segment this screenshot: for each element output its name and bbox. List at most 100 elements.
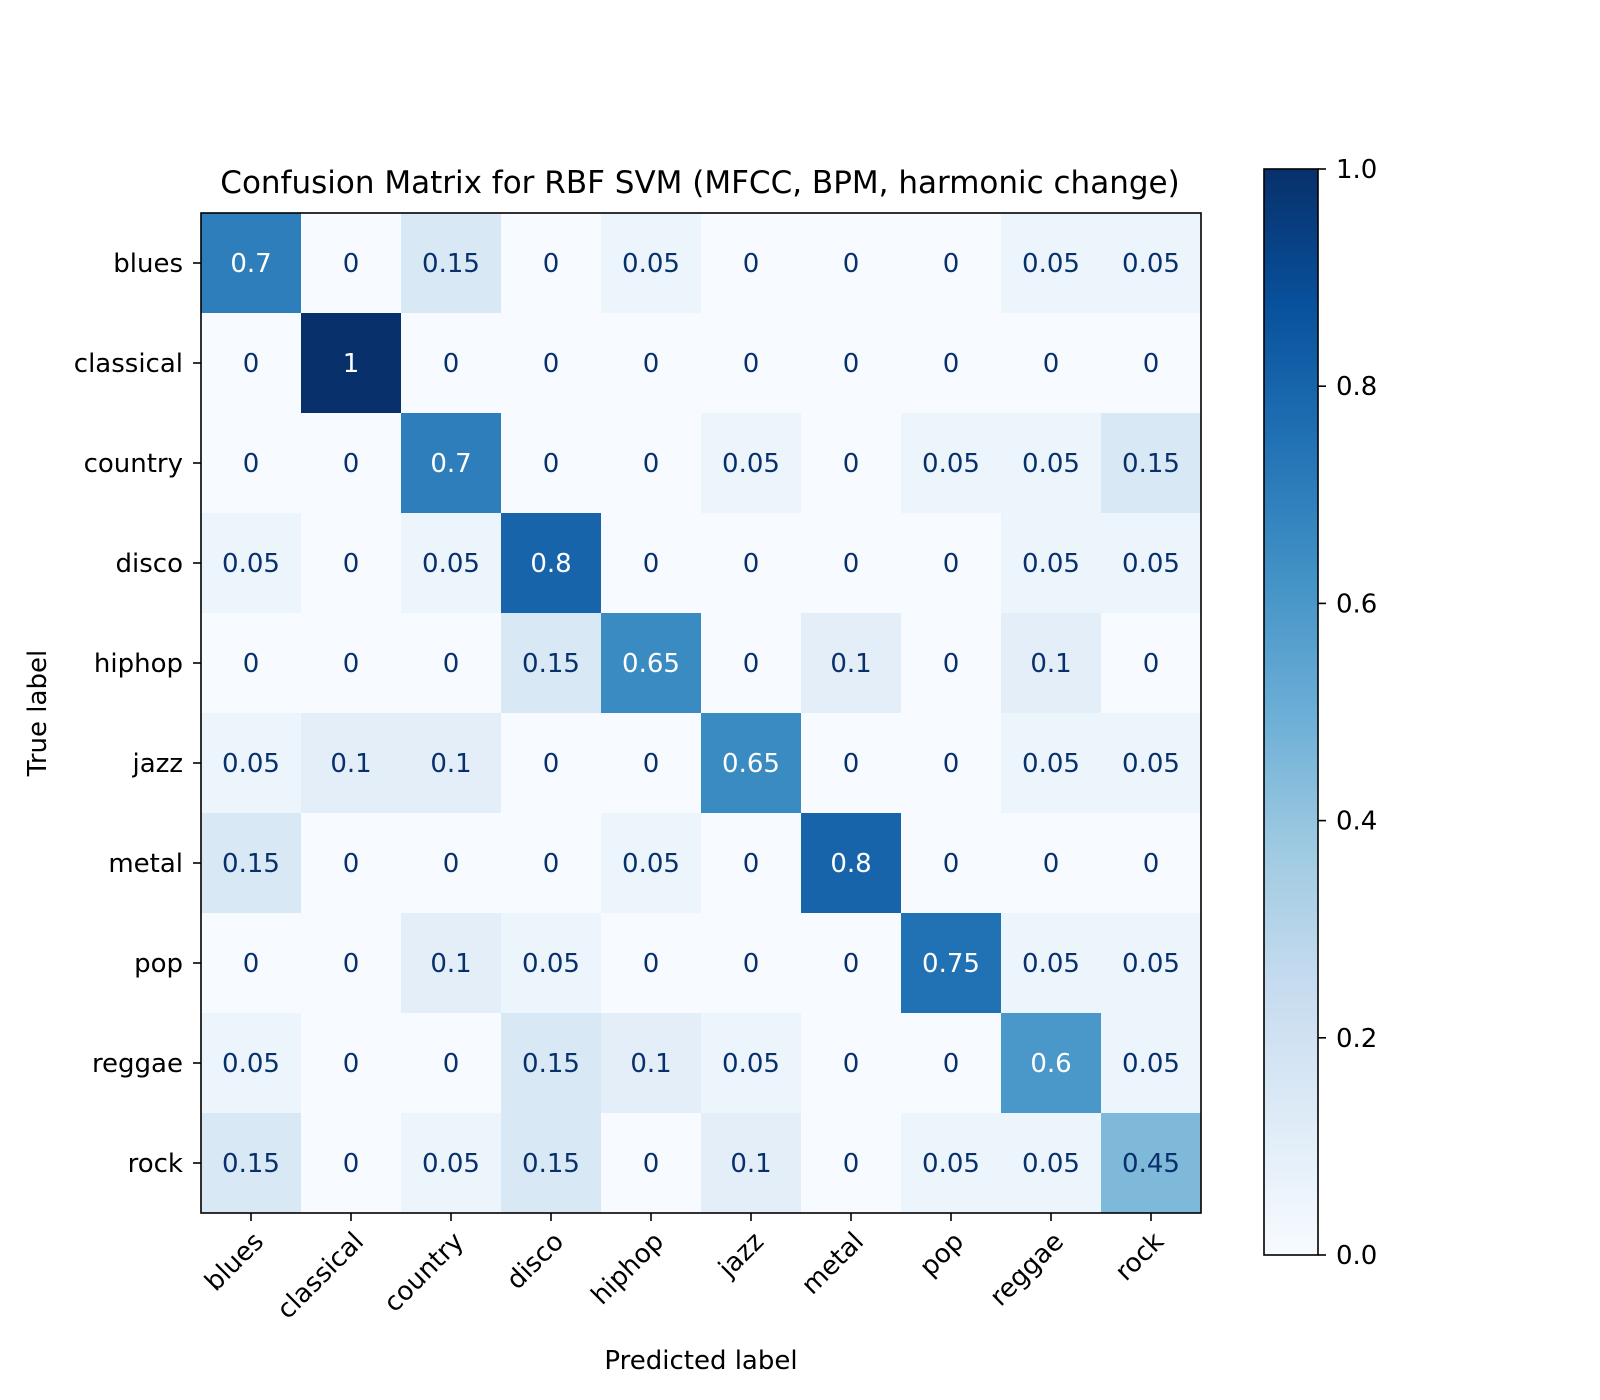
plot-frame xyxy=(200,212,1202,1214)
x-tick-label: disco xyxy=(501,1227,570,1296)
heatmap-cell xyxy=(301,913,402,1014)
heatmap-cell xyxy=(701,813,802,914)
cell-value-label: 0 xyxy=(443,649,460,679)
heatmap-cell xyxy=(701,313,802,414)
heatmap-cell xyxy=(201,913,302,1014)
y-tick-label: rock xyxy=(128,1149,183,1179)
colorbar-tick-label: 0.2 xyxy=(1336,1024,1377,1054)
heatmap-cell xyxy=(401,1113,502,1214)
y-tick-label: country xyxy=(84,449,183,479)
colorbar xyxy=(1263,168,1319,1256)
cell-value-label: 0.1 xyxy=(430,949,471,979)
heatmap-cell xyxy=(701,213,802,314)
cell-value-label: 0 xyxy=(643,349,660,379)
cell-value-label: 0.7 xyxy=(430,449,471,479)
x-tick-label: pop xyxy=(914,1227,970,1283)
heatmap-cell xyxy=(1001,413,1102,514)
cell-value-label: 0.05 xyxy=(422,1149,480,1179)
heatmap-cell xyxy=(901,1113,1002,1214)
cell-value-label: 0 xyxy=(943,749,960,779)
cell-value-label: 0 xyxy=(543,249,560,279)
cell-value-label: 0 xyxy=(843,249,860,279)
cell-value-label: 0 xyxy=(543,449,560,479)
heatmap-cell xyxy=(1101,913,1202,1014)
heatmap-cell xyxy=(601,413,702,514)
heatmap-cell xyxy=(901,213,1002,314)
heatmap-cell xyxy=(1101,713,1202,814)
heatmap-cell xyxy=(1001,913,1102,1014)
y-tick-label: jazz xyxy=(132,749,183,779)
colorbar-ticks: 0.0 0.2 0.4 0.6 0.8 1.0 xyxy=(1318,155,1377,1271)
y-axis-ticks: blues classical country disco hiphop jazz meta… xyxy=(74,249,201,1179)
cell-value-label: 0 xyxy=(943,249,960,279)
heatmap-cell xyxy=(301,513,402,614)
cell-value-label: 0.15 xyxy=(422,249,480,279)
cell-value-label: 0 xyxy=(843,1149,860,1179)
cell-value-label: 0 xyxy=(843,549,860,579)
cell-value-label: 0.05 xyxy=(922,449,980,479)
cell-value-label: 0.05 xyxy=(622,249,680,279)
cell-value-label: 0.1 xyxy=(830,649,871,679)
cell-value-label: 0 xyxy=(643,749,660,779)
cell-value-label: 0 xyxy=(343,1149,360,1179)
cell-value-label: 0.1 xyxy=(430,749,471,779)
heatmap-cell xyxy=(501,213,602,314)
heatmap-cell xyxy=(501,913,602,1014)
cell-value-label: 0.45 xyxy=(1122,1149,1180,1179)
heatmap-cell xyxy=(1001,613,1102,714)
cell-value-label: 0 xyxy=(443,349,460,379)
heatmap-cell xyxy=(601,213,702,314)
heatmap-cell xyxy=(1101,613,1202,714)
cell-value-label: 0 xyxy=(843,1049,860,1079)
heatmap-cell xyxy=(901,713,1002,814)
cell-value-label: 0.05 xyxy=(222,749,280,779)
cell-value-label: 0.05 xyxy=(222,549,280,579)
cell-value-label: 0.05 xyxy=(222,1049,280,1079)
cell-value-label: 1 xyxy=(343,349,360,379)
cell-value-label: 0 xyxy=(943,1049,960,1079)
cell-value-label: 0 xyxy=(843,949,860,979)
heatmap-cell xyxy=(1101,813,1202,914)
cell-value-label: 0 xyxy=(243,649,260,679)
heatmap-cell xyxy=(501,513,602,614)
heatmap-cell xyxy=(1001,1113,1102,1214)
heatmap-cell xyxy=(201,313,302,414)
cell-value-label: 0 xyxy=(943,849,960,879)
heatmap-cell xyxy=(301,413,402,514)
cell-value-label: 0 xyxy=(743,349,760,379)
cell-value-label: 0 xyxy=(643,449,660,479)
y-tick-label: disco xyxy=(116,549,183,579)
colorbar-tick-label: 0.6 xyxy=(1336,589,1377,619)
heatmap-cell xyxy=(601,513,702,614)
heatmap-cell xyxy=(501,813,602,914)
heatmap-cell xyxy=(501,1113,602,1214)
y-tick-label: metal xyxy=(108,849,183,879)
y-axis-label: True label xyxy=(23,650,53,777)
heatmap-cell xyxy=(701,913,802,1014)
cell-value-label: 0 xyxy=(343,449,360,479)
colorbar-tick-label: 0.8 xyxy=(1336,372,1377,402)
y-tick-label: blues xyxy=(113,249,183,279)
cell-value-label: 0 xyxy=(1143,849,1160,879)
heatmap-cell xyxy=(501,313,602,414)
cell-value-label: 0 xyxy=(243,449,260,479)
cell-value-label: 0.7 xyxy=(230,249,271,279)
cell-value-label: 0 xyxy=(543,749,560,779)
heatmap-cell xyxy=(401,413,502,514)
y-tick-label: pop xyxy=(134,949,183,979)
cell-value-label: 0 xyxy=(543,349,560,379)
cell-value-label: 0 xyxy=(943,649,960,679)
heatmap-cell xyxy=(301,213,402,314)
chart-title: Confusion Matrix for RBF SVM (MFCC, BPM,… xyxy=(220,165,1179,201)
heatmap-cell xyxy=(1001,813,1102,914)
heatmap-cell xyxy=(801,1013,902,1114)
heatmap-cell xyxy=(801,213,902,314)
heatmap-cell xyxy=(601,313,702,414)
heatmap-cell xyxy=(301,613,402,714)
heatmap-cell xyxy=(801,713,902,814)
cell-value-label: 0.05 xyxy=(422,549,480,579)
cell-value-label: 0.15 xyxy=(522,1149,580,1179)
heatmap-cell xyxy=(601,813,702,914)
heatmap-cell xyxy=(301,1013,402,1114)
heatmap-cell xyxy=(701,413,802,514)
